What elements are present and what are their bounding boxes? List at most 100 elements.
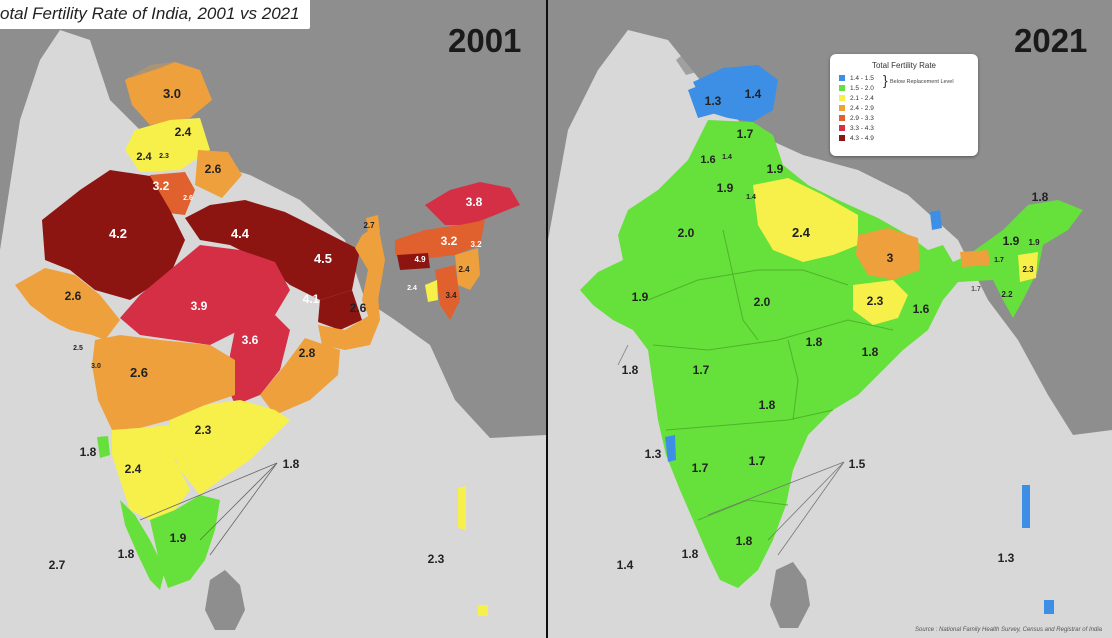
region-value-label: 1.8 <box>806 335 823 349</box>
legend-swatch <box>839 125 845 131</box>
region-value-label: 1.4 <box>722 154 732 161</box>
region-value-label: 2.7 <box>49 558 66 572</box>
region-value-label: 2.6 <box>130 365 148 380</box>
region-mizoram-tripura <box>435 265 460 320</box>
region-value-label: 1.9 <box>1028 238 1040 247</box>
legend-row: 3.3 - 4.3 <box>830 123 978 133</box>
region-value-label: 3.8 <box>466 195 483 209</box>
legend-swatch <box>839 95 845 101</box>
legend-swatch <box>839 75 845 81</box>
map-panel-2001: 3.0 2.4 2.4 2.3 2.6 3.2 2.6 4.2 4.4 4.5 2.7 3.8 3.2 3… <box>0 0 546 638</box>
region-goa <box>665 435 676 462</box>
region-tamil-nadu <box>150 495 220 588</box>
region-value-label: 1.4 <box>746 194 756 201</box>
region-value-label: 1.4 <box>745 87 762 101</box>
region-maharashtra <box>92 335 235 430</box>
region-gujarat <box>15 268 120 340</box>
region-value-label: 2.4 <box>175 125 192 139</box>
labels-2021: 1.3 1.4 1.7 1.6 1.4 1.9 1.9 1.4 2.4 2.0 1.9 3 1.8 1.9… <box>617 87 1049 572</box>
legend-row: 1.5 - 2.0 <box>830 83 978 93</box>
region-value-label: 1.8 <box>118 547 135 561</box>
legend: Total Fertility Rate 1.4 - 1.5 1.5 - 2.0 2… <box>830 54 978 156</box>
region-value-label: 4.4 <box>231 226 250 241</box>
region-value-label: 1.9 <box>717 181 734 195</box>
region-value-label: 2.4 <box>458 265 470 274</box>
region-value-label: 1.8 <box>736 534 753 548</box>
region-value-label: 1.8 <box>682 547 699 561</box>
region-hp-punjab <box>125 118 210 172</box>
region-telangana-ap <box>170 400 290 495</box>
region-value-label: 2.3 <box>1022 265 1034 274</box>
region-value-label: 2.0 <box>754 295 771 309</box>
region-kashmir-grey <box>676 42 743 75</box>
legend-label: 2.1 - 2.4 <box>850 94 874 102</box>
region-odisha <box>260 338 340 415</box>
region-value-label: 1.7 <box>749 454 766 468</box>
map-title: otal Fertility Rate of India, 2001 vs 20… <box>0 0 310 29</box>
region-value-label: 3.6 <box>242 333 259 347</box>
region-tripura <box>425 280 438 302</box>
region-value-label: 3.2 <box>153 179 170 193</box>
region-value-label: 4.2 <box>109 226 127 241</box>
region-value-label: 2.2 <box>1001 290 1013 299</box>
legend-label: 3.3 - 4.3 <box>850 124 874 132</box>
region-value-label: 3 <box>887 251 894 265</box>
region-goa <box>97 436 110 458</box>
region-value-label: 2.8 <box>299 346 316 360</box>
region-meghalaya <box>397 253 430 270</box>
region-value-label: 4.9 <box>414 255 426 264</box>
islands-andaman <box>1022 485 1054 614</box>
region-value-label: 2.3 <box>867 294 884 308</box>
region-value-label: 1.9 <box>767 162 784 176</box>
region-meghalaya <box>960 250 990 267</box>
region-manipur <box>1018 252 1038 282</box>
region-value-label: 1.8 <box>759 398 776 412</box>
region-jharkhand <box>853 280 908 325</box>
region-ladakh-west <box>688 82 720 118</box>
region-value-label: 4.1 <box>303 292 320 306</box>
region-nagaland-manipur <box>455 248 480 290</box>
region-value-label: 1.8 <box>622 363 639 377</box>
region-value-label: 1.8 <box>283 457 300 471</box>
region-value-label: 2.6 <box>65 289 82 303</box>
region-value-label: 2.0 <box>678 226 695 240</box>
region-value-label: 1.3 <box>705 94 722 108</box>
region-up <box>753 178 858 262</box>
legend-label: 1.4 - 1.5 <box>850 74 874 82</box>
region-value-label: 4.5 <box>314 251 332 266</box>
region-value-label: 2.7 <box>363 221 375 230</box>
legend-title: Total Fertility Rate <box>871 61 937 70</box>
legend-swatch <box>839 105 845 111</box>
region-value-label: 2.5 <box>73 345 83 352</box>
india-2001 <box>15 42 520 616</box>
legend-row: 2.4 - 2.9 <box>830 103 978 113</box>
region-value-label: 2.3 <box>159 153 169 160</box>
region-value-label: 1.7 <box>971 286 981 293</box>
region-value-label: 1.9 <box>170 531 187 545</box>
india-2021 <box>580 42 1083 614</box>
region-value-label: 3.0 <box>163 86 181 101</box>
region-value-label: 3.9 <box>191 299 208 313</box>
region-value-label: 3.0 <box>91 363 101 370</box>
region-bihar <box>856 228 920 280</box>
region-value-label: 1.3 <box>998 551 1015 565</box>
region-value-label: 2.4 <box>125 462 142 476</box>
region-uttarakhand <box>195 150 242 198</box>
region-bihar <box>318 290 362 330</box>
labels-2001: 3.0 2.4 2.4 2.3 2.6 3.2 2.6 4.2 4.4 4.5 2.7 3.8 3.2 3… <box>49 86 483 572</box>
region-value-label: 1.7 <box>692 461 709 475</box>
legend-swatch <box>839 135 845 141</box>
region-value-label: 3.4 <box>445 291 457 300</box>
source-note: Source : National Family Health Survey, … <box>915 627 1102 633</box>
region-value-label: 1.8 <box>1032 190 1049 204</box>
region-value-label: 2.4 <box>407 285 417 292</box>
land-sri-lanka <box>205 570 245 630</box>
region-value-label: 2.6 <box>350 301 367 315</box>
region-value-label: 1.7 <box>737 127 754 141</box>
region-up <box>185 200 360 300</box>
region-sikkim <box>366 215 380 234</box>
region-value-label: 2.6 <box>205 162 222 176</box>
region-mp <box>120 245 290 345</box>
legend-swatch <box>839 85 845 91</box>
legend-label: 1.5 - 2.0 <box>850 84 874 92</box>
